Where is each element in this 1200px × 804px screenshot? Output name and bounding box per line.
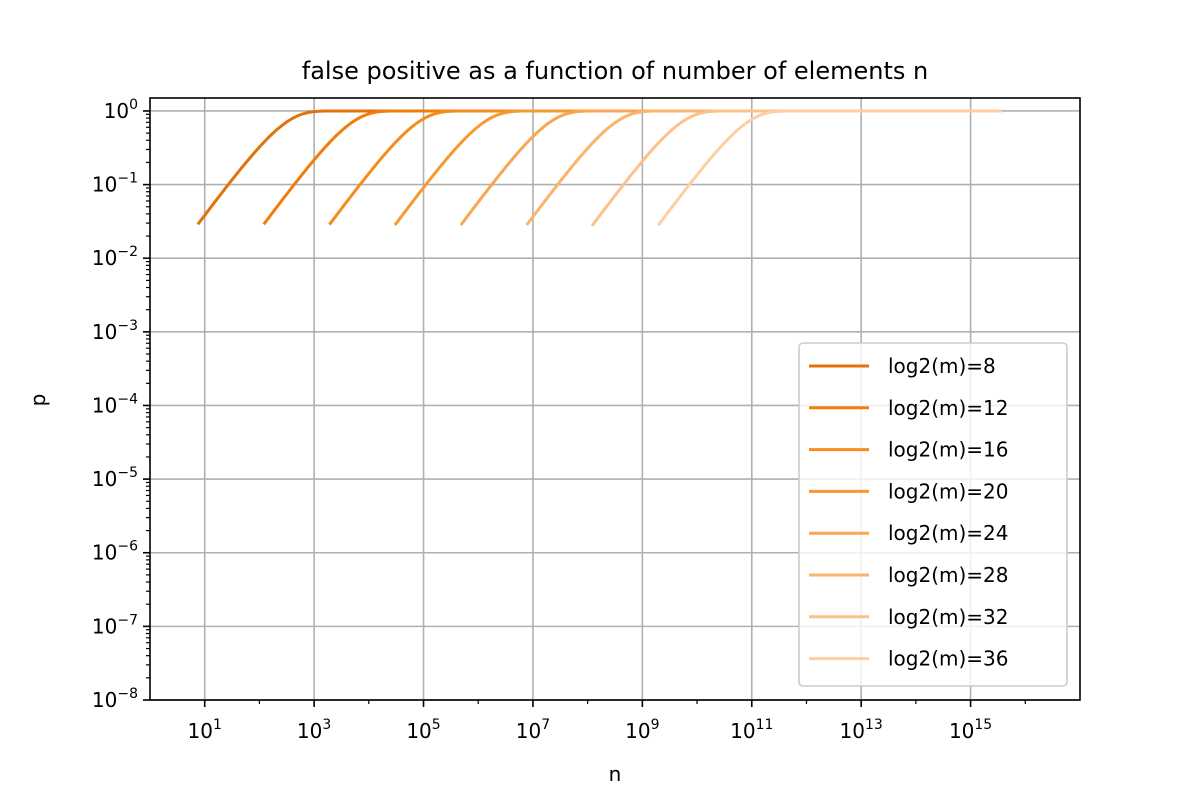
series-line-8	[657, 109, 1002, 227]
x-tick-label: 101	[188, 717, 222, 743]
ticks: 101 103 105 107 109 1011 1013 1015 100 10−1 10−2 10…	[92, 97, 1026, 743]
legend-label: log2(m)=28	[888, 563, 1009, 587]
legend-label: log2(m)=8	[888, 354, 996, 378]
y-tick-label: 10−8	[92, 686, 138, 712]
legend-label: log2(m)=24	[888, 521, 1009, 545]
x-tick-label: 109	[625, 717, 659, 743]
y-tick-label: 10−3	[92, 318, 138, 344]
x-tick-label: 1011	[730, 717, 773, 743]
plot-frame	[149, 97, 1081, 701]
x-axis-label: n	[609, 762, 622, 786]
y-tick-label: 10−6	[92, 539, 138, 565]
y-tick-label: 10−5	[92, 465, 138, 491]
x-tick-label: 107	[516, 717, 550, 743]
x-tick-label: 1015	[949, 717, 992, 743]
legend: log2(m)=8 log2(m)=12 log2(m)=16 log2(m)=20 l…	[798, 342, 1068, 687]
y-tick-label: 10−4	[92, 391, 138, 417]
x-tick-label: 1013	[840, 717, 883, 743]
legend-box	[798, 342, 1068, 687]
legend-label: log2(m)=16	[888, 438, 1009, 462]
y-axis-label: p	[26, 394, 50, 407]
series-lines	[196, 109, 1002, 227]
y-tick-label: 10−1	[92, 171, 138, 197]
y-tick-label: 100	[104, 97, 138, 123]
x-tick-label: 103	[297, 717, 331, 743]
legend-label: log2(m)=20	[888, 479, 1009, 503]
legend-label: log2(m)=36	[888, 647, 1009, 671]
chart-title: false positive as a function of number o…	[302, 57, 928, 85]
grid	[150, 98, 1080, 701]
x-tick-label: 105	[406, 717, 440, 743]
y-tick-label: 10−7	[92, 612, 138, 638]
axes	[149, 97, 1081, 701]
legend-label: log2(m)=12	[888, 396, 1009, 420]
legend-label: log2(m)=32	[888, 605, 1009, 629]
y-tick-label: 10−2	[92, 244, 138, 270]
